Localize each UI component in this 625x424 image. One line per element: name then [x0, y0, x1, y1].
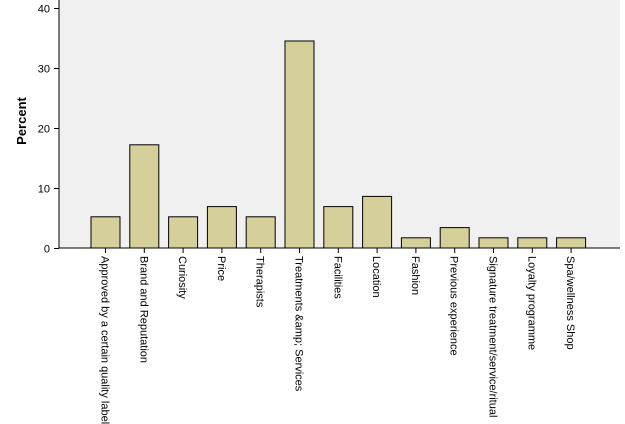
x-tick-label: Spa/wellness Shop	[564, 256, 576, 350]
bar	[284, 40, 315, 249]
bar	[323, 206, 354, 249]
bar	[362, 195, 393, 249]
bar	[478, 237, 509, 249]
bar	[129, 144, 160, 249]
bar	[206, 206, 237, 249]
x-tick-label: Signature treatment/service/ritual	[487, 256, 499, 417]
y-tick-label: 10	[38, 184, 50, 196]
bars-group	[90, 40, 587, 249]
x-tick-label: Approved by a certain quality label	[99, 256, 111, 424]
bar	[90, 216, 121, 249]
y-tick-label: 40	[38, 4, 50, 16]
x-tick-label: Facilities	[331, 256, 343, 299]
bar	[400, 237, 431, 249]
bar	[245, 216, 276, 249]
x-tick-label: Fashion	[409, 256, 421, 295]
x-tick-label: Location	[370, 256, 382, 298]
x-tick-label: Price	[215, 256, 227, 281]
y-tick-label: 30	[38, 64, 50, 76]
x-tick-label: Previous experience	[448, 256, 460, 356]
y-tick-label: 0	[44, 244, 50, 256]
y-axis-title: Percent	[14, 96, 29, 144]
bar	[556, 237, 587, 249]
bar	[168, 216, 199, 249]
x-tick-label: Treatments &amp; Services	[293, 256, 305, 392]
y-ticks-group: 0 10 20 30 40	[38, 4, 59, 256]
bar	[517, 237, 548, 249]
x-tick-label: Curiosity	[176, 256, 188, 299]
x-tick-label: Loyalty programme	[525, 256, 537, 350]
x-tick-label: Therapists	[254, 256, 266, 308]
y-tick-label: 20	[38, 124, 50, 136]
bar	[439, 227, 470, 249]
x-ticks-group: Approved by a certain quality label Brand…	[99, 248, 576, 424]
x-tick-label: Brand and Reputation	[137, 256, 149, 363]
